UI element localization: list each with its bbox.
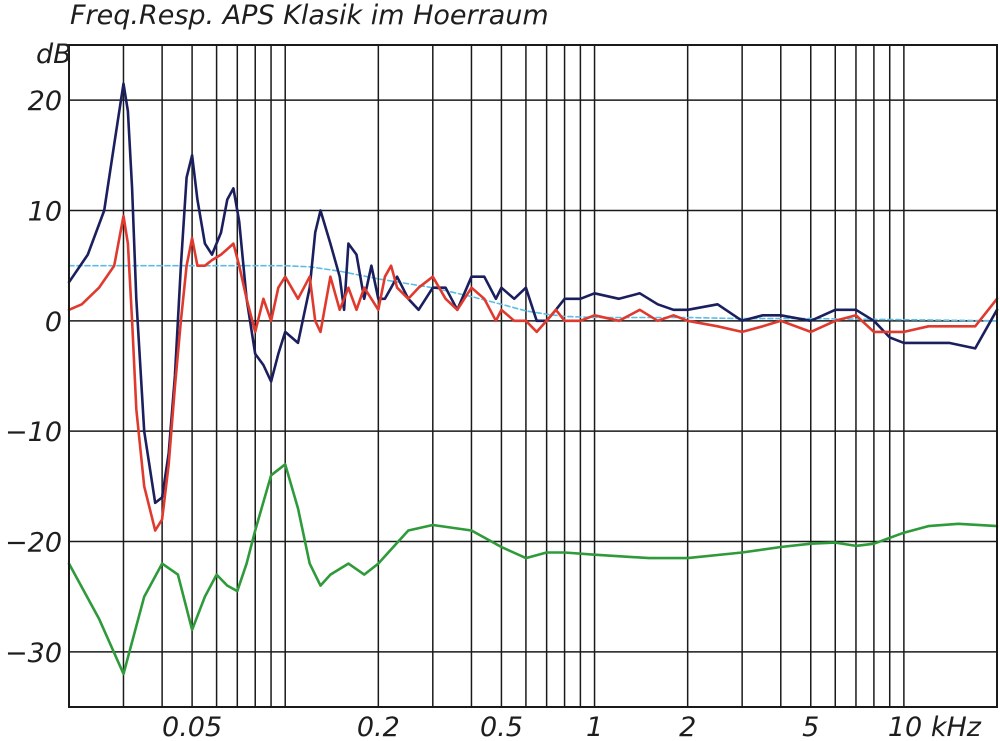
x-tick-label: 1: [586, 712, 603, 741]
curve-layer: [67, 82, 999, 676]
y-tick-label: 0: [45, 307, 62, 338]
y-tick-label: −30: [5, 638, 62, 669]
series-line-2: [67, 82, 999, 505]
y-tick-label: −10: [5, 417, 62, 448]
grid-layer: [69, 45, 997, 707]
chart-title: Freq.Resp. APS Klasik im Hoerraum: [70, 0, 549, 31]
x-tick-label: 0.05: [162, 712, 222, 741]
label-layer: 20 10 0 −10 −20 −30 0.05 0.2 0.5 1 2 5 10 kHz: [5, 86, 982, 741]
y-axis-unit-label: dB: [36, 39, 72, 70]
y-tick-label: 20: [28, 86, 62, 117]
x-tick-label: 2: [679, 712, 696, 741]
y-tick-label: −20: [5, 528, 62, 559]
x-tick-label: 0.2: [357, 712, 400, 741]
series-line-4: [67, 463, 999, 676]
series-line-1: [68, 264, 998, 322]
plot-frame: [68, 44, 998, 708]
y-tick-label: 10: [28, 197, 62, 228]
x-tick-label: 0.5: [480, 712, 523, 741]
x-tick-label: 5: [802, 712, 819, 741]
series-line-3: [67, 214, 999, 532]
x-tick-label: 10 kHz: [888, 712, 982, 741]
